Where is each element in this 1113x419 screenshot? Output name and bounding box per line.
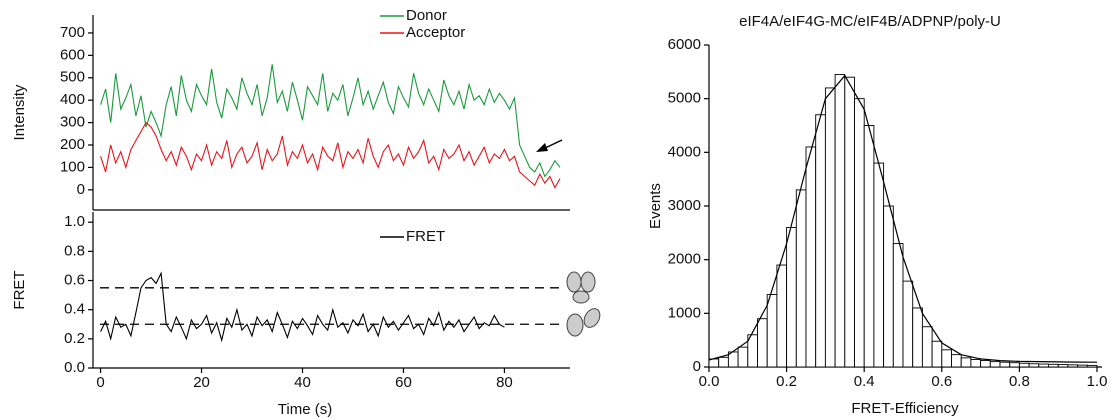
bar	[776, 264, 788, 368]
x-tick-label: 20	[193, 374, 210, 391]
y-tick-label: 0	[77, 181, 85, 198]
bar	[892, 243, 904, 368]
chart-title: eIF4A/eIF4G-MC/eIF4B/ADPNP/poly-U	[739, 13, 1001, 30]
x-tick-label: 0	[96, 374, 104, 391]
trace	[100, 121, 561, 189]
y-tick-label: 0.8	[64, 242, 85, 259]
y-tick-label: 400	[60, 91, 85, 108]
arrow-head	[536, 143, 548, 152]
trace	[100, 64, 561, 178]
x-tick-label: 0.6	[931, 373, 952, 390]
x-tick-label: 60	[395, 374, 412, 391]
bar	[854, 98, 865, 368]
y-tick-label: 600	[60, 46, 85, 63]
x-tick-label: 0.8	[1009, 373, 1030, 390]
x-tick-label: 40	[294, 374, 311, 391]
bar	[989, 361, 1001, 368]
fit-curve	[708, 74, 1098, 363]
y-axis-label: Events	[647, 183, 664, 229]
bar	[718, 356, 729, 368]
bar	[1028, 363, 1040, 368]
bar	[815, 114, 826, 368]
bar	[1009, 362, 1020, 368]
bar	[795, 189, 807, 368]
y-tick-label: 4000	[668, 143, 701, 160]
bar	[902, 280, 914, 368]
y-tick-label: 0.6	[64, 271, 85, 288]
x-tick-label: 0.0	[699, 373, 720, 390]
y-tick-label: 300	[60, 114, 85, 131]
x-axis-label: Time (s)	[278, 401, 332, 418]
bar	[941, 349, 952, 368]
y-tick-label: 100	[60, 158, 85, 175]
bar	[1057, 364, 1069, 368]
y-tick-label: 3000	[668, 197, 701, 214]
closed-icon	[566, 271, 596, 304]
y-axis-label: Intensity	[11, 84, 28, 140]
bar	[970, 359, 982, 368]
bar	[824, 87, 836, 368]
y-tick-label: 1000	[668, 304, 701, 321]
y-tick-label: 0.4	[64, 301, 85, 318]
bar	[873, 162, 885, 368]
x-tick-label: 1.0	[1087, 373, 1108, 390]
bar	[1086, 364, 1098, 368]
y-tick-label: 0	[693, 358, 701, 375]
x-tick-label: 0.2	[776, 373, 797, 390]
y-tick-label: 2000	[668, 251, 701, 268]
bar	[980, 360, 991, 368]
legend-label: Donor	[406, 7, 447, 24]
y-tick-label: 6000	[668, 36, 701, 53]
bar	[951, 354, 962, 368]
x-axis-label: FRET-Efficiency	[851, 400, 959, 417]
trace	[100, 271, 505, 343]
y-tick-label: 200	[60, 136, 85, 153]
y-tick-label: 500	[60, 69, 85, 86]
bar	[1077, 364, 1088, 368]
bar	[1018, 362, 1030, 368]
bar	[960, 357, 972, 368]
bar	[766, 294, 778, 368]
y-tick-label: 700	[60, 24, 85, 41]
bar	[883, 205, 894, 368]
bar	[757, 318, 768, 368]
y-tick-label: 0.0	[64, 359, 85, 376]
y-axis-label: FRET	[11, 270, 28, 309]
bar	[805, 146, 817, 368]
bar	[737, 346, 749, 368]
legend-label: Acceptor	[406, 24, 465, 41]
bar	[834, 74, 846, 368]
bar	[912, 307, 923, 368]
bar	[786, 227, 797, 368]
bar	[1067, 364, 1079, 368]
x-tick-label: 80	[496, 374, 513, 391]
bar	[1048, 363, 1059, 368]
open-icon	[566, 308, 601, 337]
bar	[931, 340, 943, 368]
bar	[1038, 363, 1049, 368]
y-tick-label: 0.2	[64, 330, 85, 347]
bar	[863, 125, 875, 368]
bar	[844, 76, 855, 368]
x-tick-label: 0.4	[854, 373, 875, 390]
y-tick-label: 5000	[668, 90, 701, 107]
legend-label: FRET	[406, 228, 445, 245]
bar	[921, 326, 933, 368]
bar	[999, 361, 1011, 368]
y-tick-label: 1.0	[64, 213, 85, 230]
